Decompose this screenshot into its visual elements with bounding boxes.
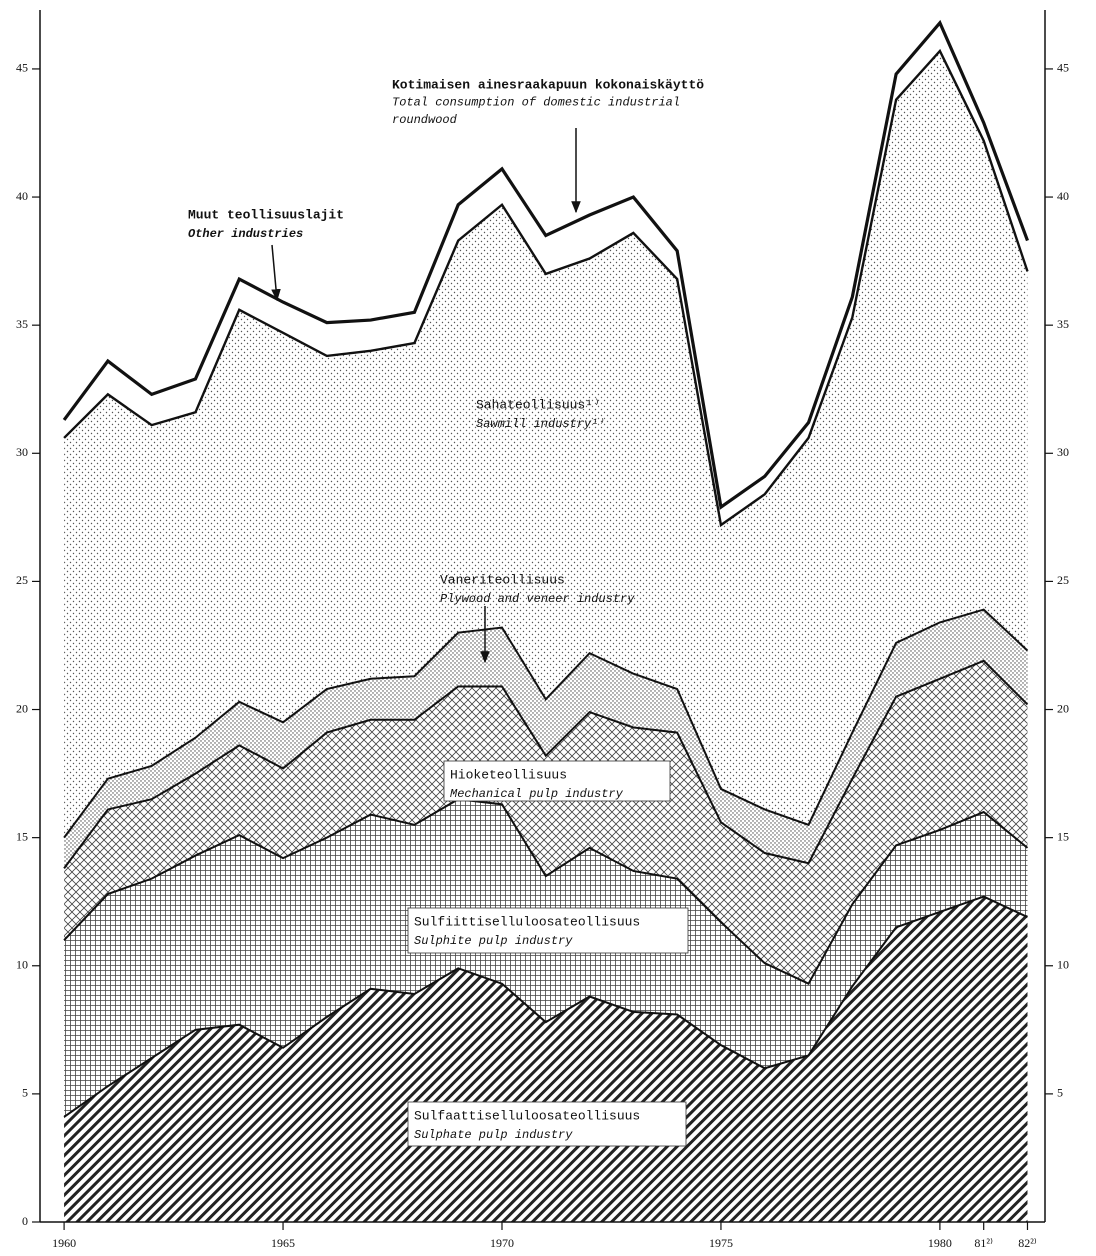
boundary-line <box>63 798 1029 986</box>
y2-tick-label: 35 <box>1057 317 1069 331</box>
y2-tick-label: 30 <box>1057 445 1069 459</box>
series-label-en: Sulphate pulp industry <box>414 1128 573 1142</box>
label-box <box>443 760 671 802</box>
boundary-line <box>63 608 1029 839</box>
x-tick-label: 1980 <box>928 1236 952 1250</box>
series-label-en: Sawmill industry¹⁾ <box>476 417 606 431</box>
area <box>64 609 1028 869</box>
y2-tick-label: 10 <box>1057 958 1069 972</box>
y-tick-label: 20 <box>16 701 28 715</box>
x-tick-label: 81²⁾ <box>974 1236 993 1250</box>
y2-tick-label: 5 <box>1057 1086 1063 1100</box>
x-tick-label: 1970 <box>490 1236 514 1250</box>
series-label-en: Other industries <box>188 227 303 241</box>
y2-tick-label: 45 <box>1057 61 1069 75</box>
area <box>64 50 1028 838</box>
x-tick-label: 1960 <box>52 1236 76 1250</box>
series-label: Vaneriteollisuus <box>440 572 565 587</box>
boundary-line <box>62 19 1029 510</box>
y-tick-label: 35 <box>16 317 28 331</box>
total-label: Total consumption of domestic industrial <box>392 96 680 110</box>
y2-tick-label: 20 <box>1057 701 1069 715</box>
y2-tick-label: 25 <box>1057 573 1069 587</box>
x-tick-label: 82²⁾ <box>1018 1236 1037 1250</box>
area <box>64 896 1028 1222</box>
y-tick-label: 40 <box>16 189 28 203</box>
y-tick-label: 15 <box>16 829 28 843</box>
area <box>64 660 1028 984</box>
y-tick-label: 10 <box>16 958 28 972</box>
arrow <box>271 244 281 302</box>
series-label: Sulfiittiselluloosateollisuus <box>414 914 640 929</box>
total-label: roundwood <box>392 113 458 127</box>
areas <box>62 19 1029 1222</box>
y-tick-label: 45 <box>16 61 28 75</box>
series-label-en: Plywood and veneer industry <box>440 592 635 606</box>
boundary-line <box>63 48 1029 528</box>
series-label: Sulfaattiselluloosateollisuus <box>414 1108 640 1123</box>
y-tick-label: 0 <box>22 1214 28 1228</box>
y2-tick-label: 40 <box>1057 189 1069 203</box>
y-tick-label: 25 <box>16 573 28 587</box>
y2-tick-label: 15 <box>1057 829 1069 843</box>
area <box>64 799 1028 1117</box>
boundary-line <box>63 895 1028 1118</box>
label-box <box>407 907 689 954</box>
x-tick-label: 1975 <box>709 1236 733 1250</box>
series-label: Sahateollisuus¹⁾ <box>476 397 601 412</box>
labels: Sulfaattiselluloosateollisuus Sulphate pu… <box>188 77 704 1147</box>
y-tick-label: 5 <box>22 1086 28 1100</box>
series-label-en: Sulphite pulp industry <box>414 934 573 948</box>
y-tick-label: 30 <box>16 445 28 459</box>
series-label: Muut teollisuuslajit <box>188 207 344 222</box>
boundary-line <box>63 659 1029 869</box>
series-label-en: Mechanical pulp industry <box>450 787 624 801</box>
series-label: Hioketeollisuus <box>450 767 567 782</box>
total-label: Kotimaisen ainesraakapuun kokonaiskäyttö <box>392 77 704 92</box>
x-tick-label: 1965 <box>271 1236 295 1250</box>
label-box <box>407 1101 687 1147</box>
